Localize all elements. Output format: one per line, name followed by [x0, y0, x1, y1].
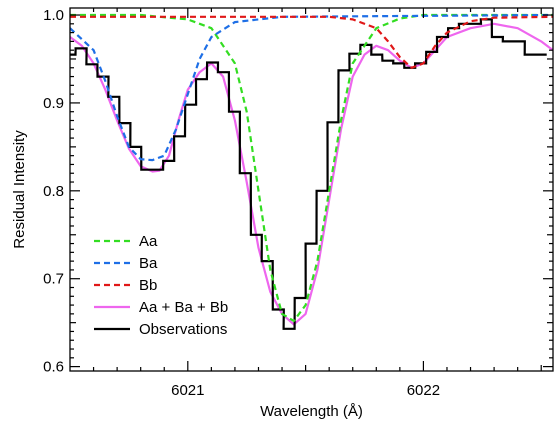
- y-axis-label: Residual Intensity: [11, 130, 28, 249]
- series-line-bb: [70, 15, 553, 69]
- legend: Aa Ba Bb Aa + Ba + Bb Observations: [94, 233, 228, 338]
- y-tick-label: 0.6: [43, 359, 64, 376]
- x-tick-label: 6021: [171, 382, 204, 399]
- legend-label-aa: Aa: [139, 233, 158, 250]
- legend-label-aa-ba-bb: Aa + Ba + Bb: [139, 299, 228, 316]
- ticks-layer: 6021 6022 0.6 0.7 0.8 0.9 1.0: [43, 7, 553, 399]
- series-layer: [70, 13, 553, 330]
- plot-frame: [69, 7, 554, 372]
- y-tick-label: 0.9: [43, 95, 64, 112]
- series-line-ba: [70, 13, 553, 162]
- y-tick-label: 0.8: [43, 183, 64, 200]
- y-tick-label: 0.7: [43, 271, 64, 288]
- legend-label-bb: Bb: [139, 277, 157, 294]
- legend-label-ba: Ba: [139, 255, 158, 272]
- legend-label-observations: Observations: [139, 321, 227, 338]
- x-axis-label: Wavelength (Å): [260, 403, 363, 420]
- series-line-observations: [70, 18, 547, 330]
- x-tick-label: 6022: [407, 382, 440, 399]
- series-line-aa: [70, 13, 553, 322]
- y-tick-label: 1.0: [43, 7, 64, 24]
